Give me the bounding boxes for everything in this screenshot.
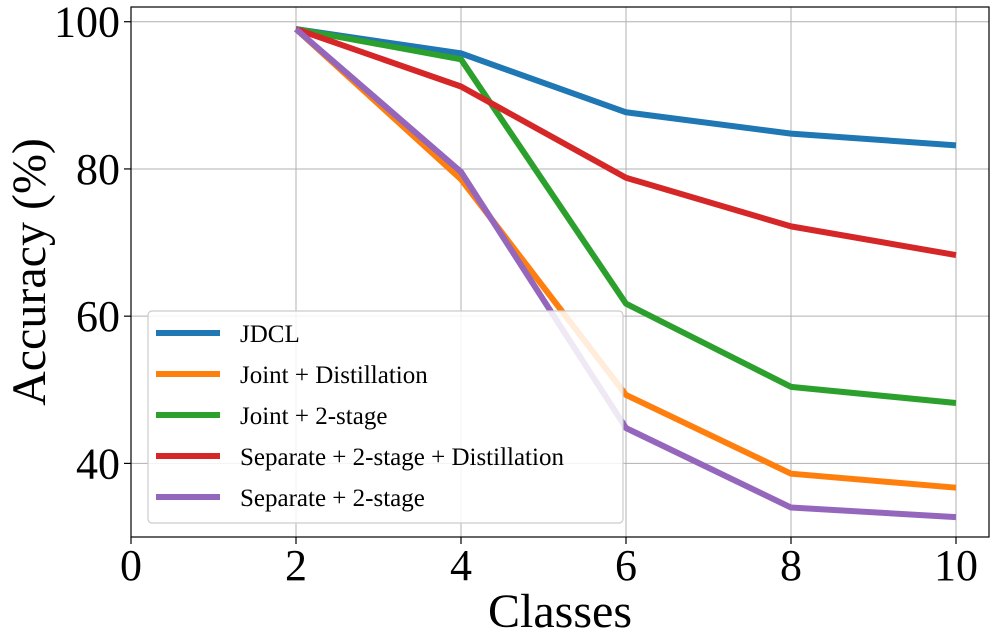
x-tick-label: 0: [120, 541, 142, 590]
axis-ticks: 0 2 4 6 8 10 40 60 80 100: [54, 0, 978, 590]
x-tick-label: 10: [934, 541, 978, 590]
y-tick-label: 40: [76, 439, 120, 488]
x-tick-label: 6: [615, 541, 637, 590]
legend-label-4: Separate + 2-stage: [240, 485, 425, 512]
legend-label-0: JDCL: [240, 321, 300, 348]
legend-label-2: Joint + 2-stage: [240, 403, 387, 430]
x-axis-title: Classes: [488, 585, 632, 638]
series-line-2: [295, 26, 957, 407]
series-line-4: [294, 26, 957, 521]
x-tick-label: 4: [450, 541, 472, 590]
plot-frame: [130, 6, 990, 538]
y-tick-label: 60: [76, 292, 120, 341]
y-tick-label: 80: [76, 145, 120, 194]
y-tick-label: 100: [54, 0, 120, 47]
legend: JDCL Joint + Distillation Joint + 2-stage S…: [147, 310, 624, 524]
x-tick-label: 2: [285, 541, 307, 590]
series-lines: [293, 26, 957, 521]
series-line-1: [293, 26, 957, 491]
legend-box: [147, 310, 624, 524]
series-line-0: [295, 26, 957, 149]
series-line-3: [295, 26, 957, 259]
x-tick-label: 8: [780, 541, 802, 590]
legend-label-3: Separate + 2-stage + Distillation: [240, 444, 564, 471]
y-axis-title: Accuracy (%): [3, 138, 56, 406]
legend-label-1: Joint + Distillation: [240, 362, 428, 389]
